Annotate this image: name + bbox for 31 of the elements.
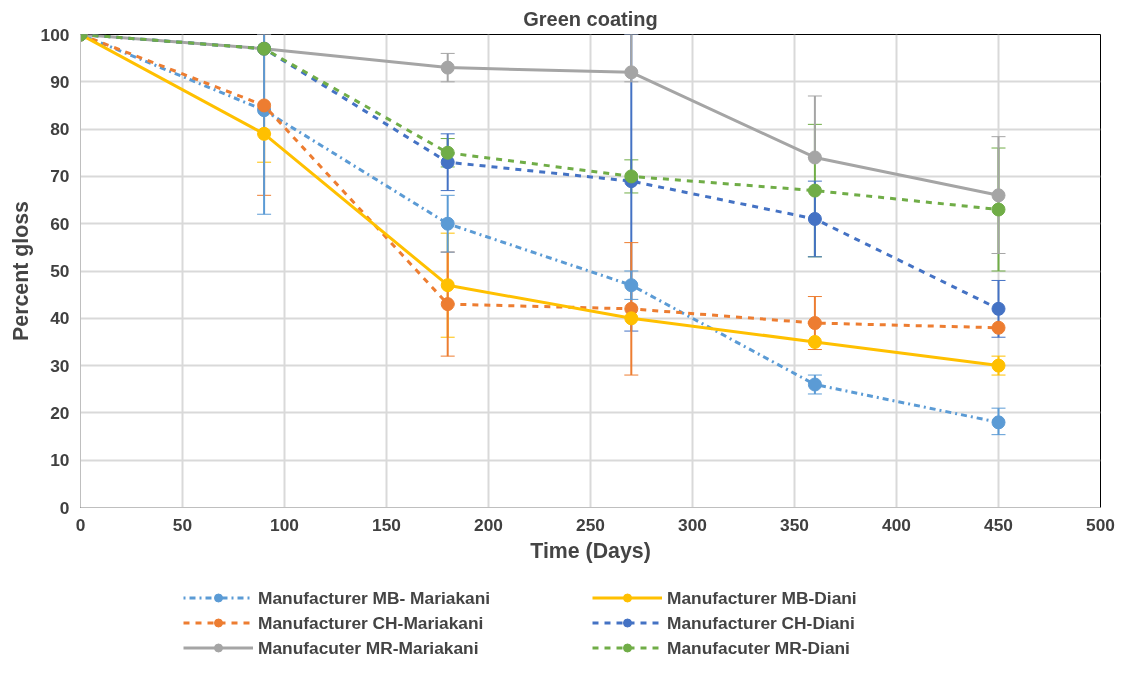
x-tick-label: 350 bbox=[780, 514, 809, 535]
x-tick-label: 450 bbox=[984, 514, 1013, 535]
y-tick-label: 80 bbox=[50, 119, 70, 140]
y-tick-label: 90 bbox=[50, 71, 70, 92]
y-tick-label: 60 bbox=[50, 213, 70, 234]
legend-label: Manufacturer MB- Mariakani bbox=[258, 587, 492, 608]
x-tick-label: 150 bbox=[372, 514, 401, 535]
y-tick-label: 70 bbox=[50, 166, 70, 187]
legend-label: Manufacturer MB-Diani bbox=[667, 587, 858, 608]
y-tick-label: 40 bbox=[50, 308, 70, 329]
y-tick-label: 20 bbox=[50, 402, 70, 423]
y-tick-label: 10 bbox=[50, 450, 70, 471]
x-tick-label: 500 bbox=[1086, 514, 1115, 535]
x-tick-label: 0 bbox=[75, 514, 86, 535]
x-tick-label: 100 bbox=[270, 514, 299, 535]
x-tick-label: 300 bbox=[678, 514, 707, 535]
x-tick-label: 250 bbox=[576, 514, 605, 535]
y-tick-label: 30 bbox=[50, 355, 70, 376]
x-tick-label: 400 bbox=[882, 514, 911, 535]
chart-title: Green coating bbox=[523, 7, 658, 30]
legend-label: Manufacturer CH-Diani bbox=[667, 612, 856, 633]
legend-label: Manufacuter MR-Diani bbox=[667, 637, 851, 658]
y-tick-label: 100 bbox=[40, 24, 70, 45]
legend-label: Manufacturer CH-Mariakani bbox=[258, 612, 485, 633]
x-tick-label: 50 bbox=[172, 514, 193, 535]
legend-label: Manufacuter MR-Mariakani bbox=[258, 637, 480, 658]
x-tick-label: 200 bbox=[474, 514, 503, 535]
x-axis-title: Time (Days) bbox=[530, 538, 651, 563]
y-tick-label: 0 bbox=[59, 497, 70, 518]
y-tick-label: 50 bbox=[50, 261, 70, 281]
y-axis-title: Percent gloss bbox=[8, 201, 33, 341]
